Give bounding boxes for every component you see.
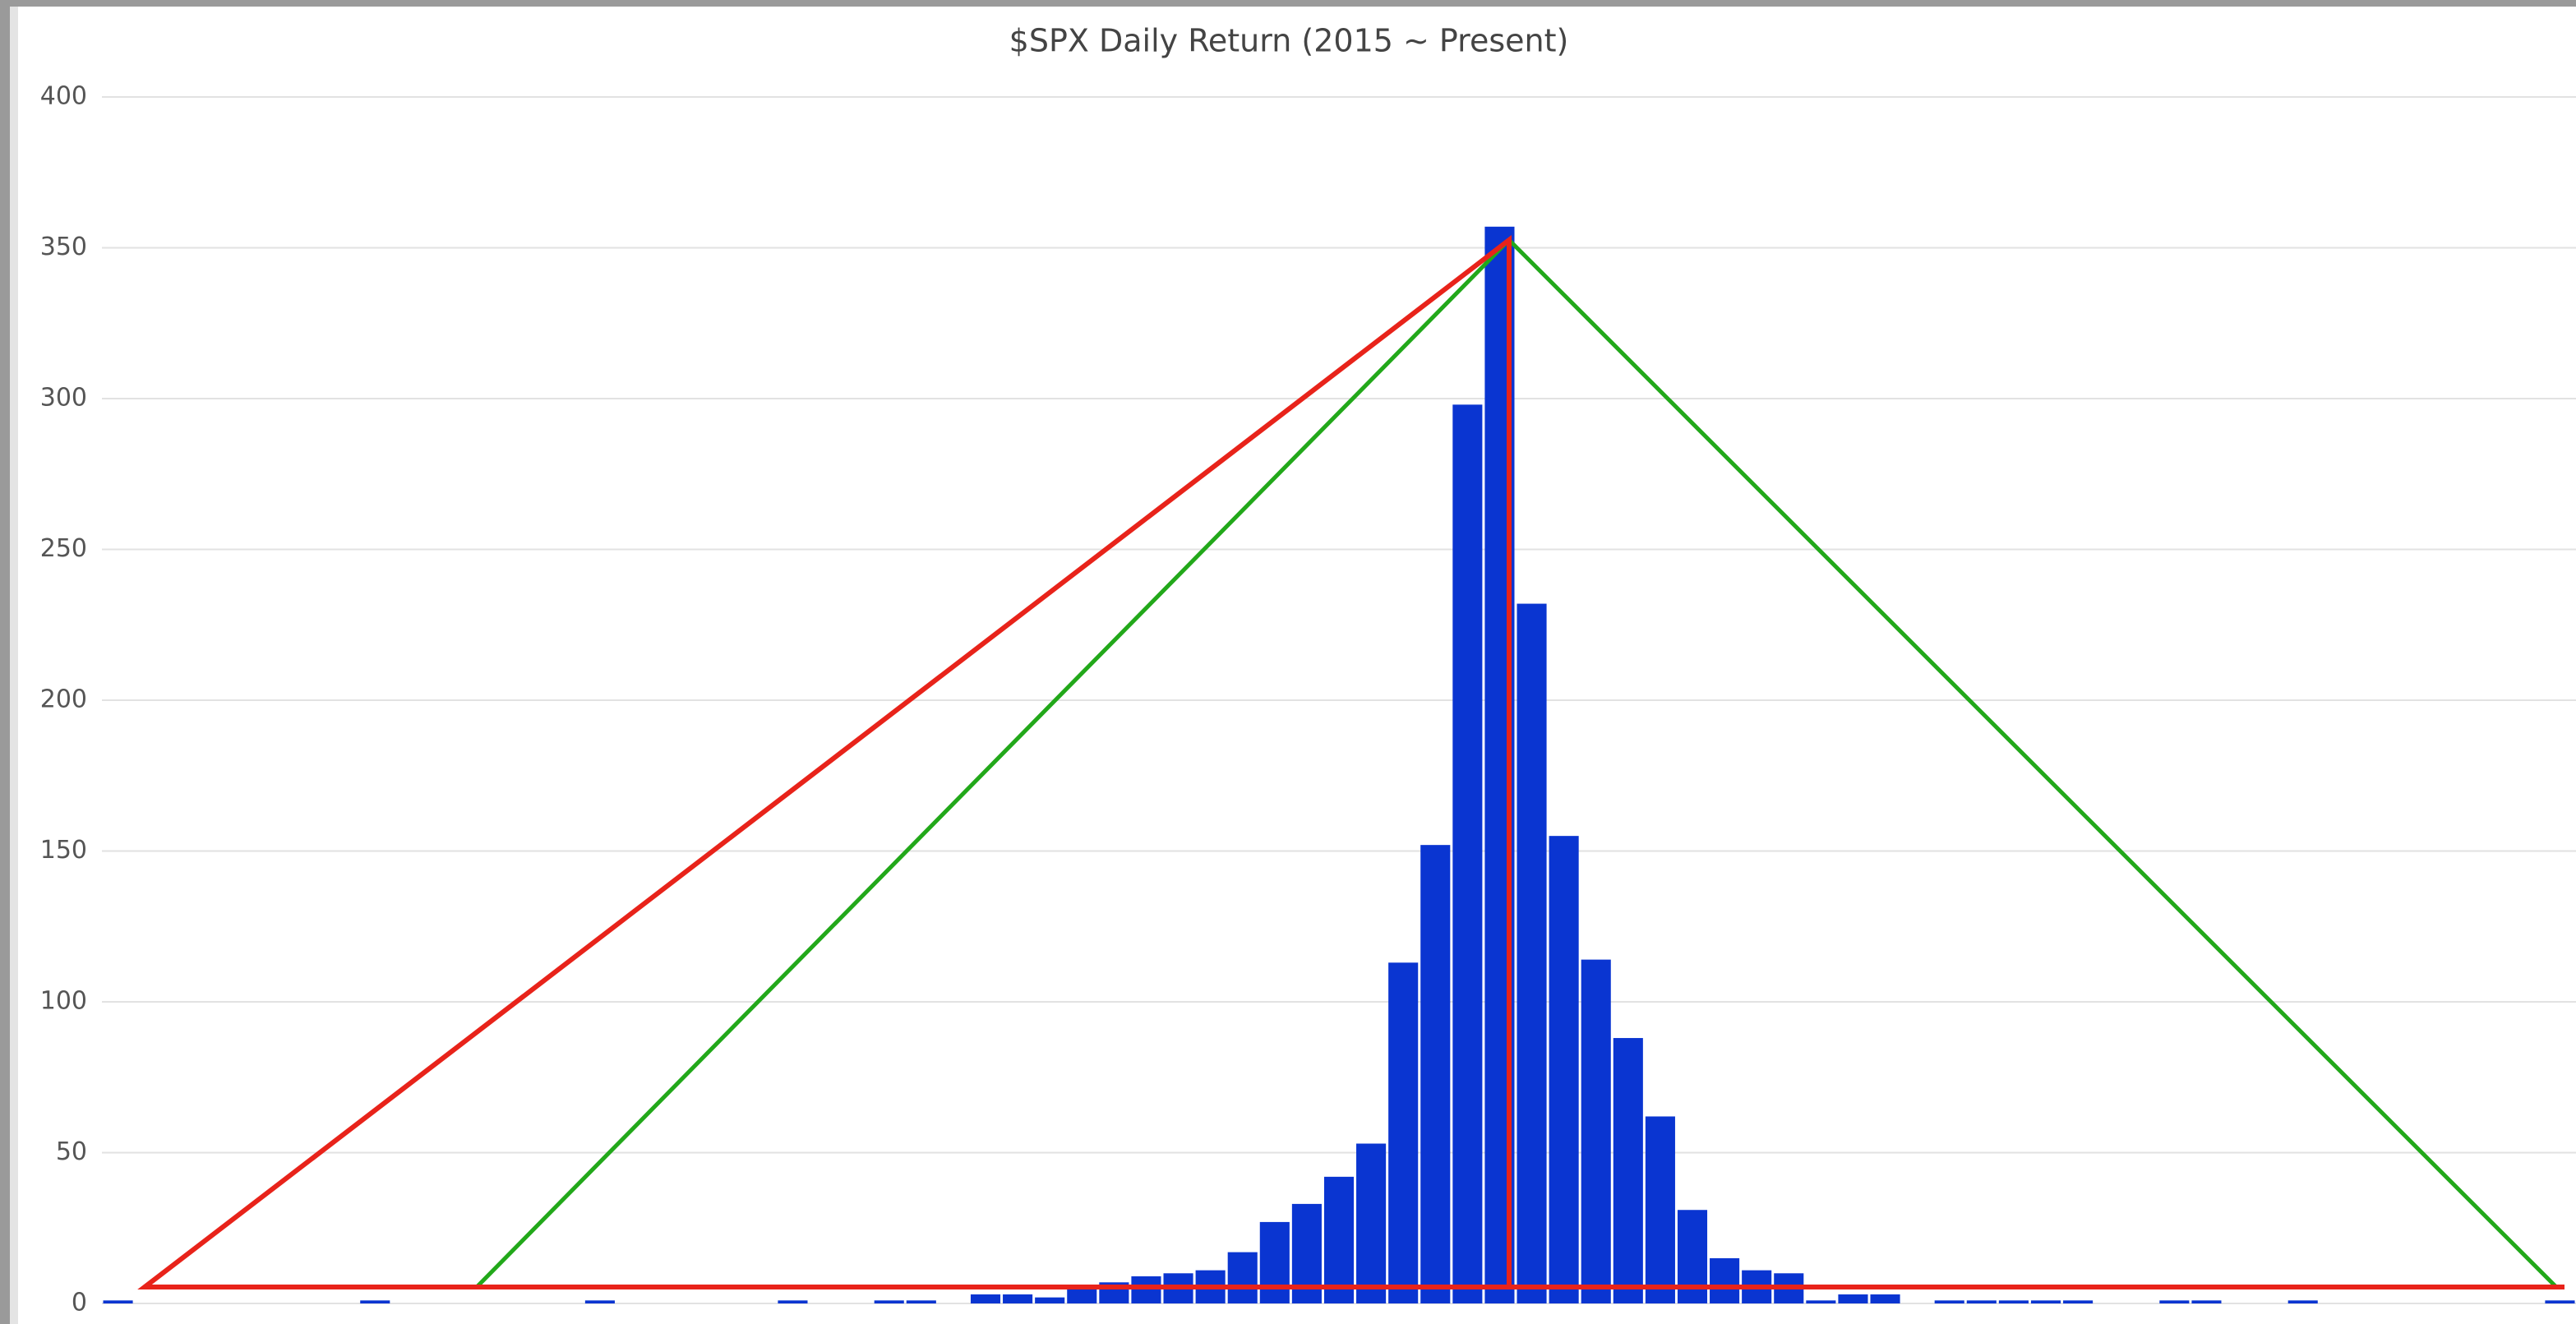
bar	[970, 1294, 1001, 1303]
bar	[584, 1300, 615, 1303]
chart-title: $SPX Daily Return (2015 ~ Present)	[1009, 23, 1569, 59]
y-tick-label: 200	[40, 685, 87, 714]
bar	[1998, 1300, 2029, 1303]
bar	[1806, 1300, 1836, 1303]
annotation-lines	[137, 234, 2564, 1289]
bar	[906, 1300, 936, 1303]
bar	[874, 1300, 904, 1303]
bar	[2063, 1300, 2094, 1303]
y-tick-label: 50	[56, 1137, 87, 1166]
bar	[1934, 1300, 1964, 1303]
bar	[1131, 1276, 1161, 1303]
bar	[1420, 845, 1451, 1303]
y-tick-label: 300	[40, 384, 87, 413]
bar	[1356, 1143, 1387, 1303]
y-tick-label: 0	[72, 1289, 87, 1317]
bar	[1613, 1038, 1643, 1303]
bar	[1388, 962, 1419, 1303]
bar	[360, 1300, 390, 1303]
bar	[1710, 1257, 1740, 1303]
bar	[1645, 1116, 1675, 1303]
bar	[2545, 1300, 2575, 1303]
bar	[1259, 1221, 1290, 1303]
bar	[2159, 1300, 2190, 1303]
y-tick-label: 250	[40, 534, 87, 563]
y-tick-label: 350	[40, 233, 87, 261]
bar	[1227, 1252, 1258, 1303]
bar	[1549, 836, 1579, 1303]
bar	[2030, 1300, 2061, 1303]
bar	[1517, 603, 1547, 1303]
left-frame-inner	[10, 7, 18, 1324]
bar	[1966, 1300, 1997, 1303]
bar	[1581, 959, 1611, 1303]
bar	[778, 1300, 808, 1303]
bar	[2191, 1300, 2222, 1303]
left-frame	[0, 0, 10, 1324]
top-frame	[0, 0, 2576, 7]
bar	[1323, 1176, 1355, 1303]
red-triangle	[137, 234, 2564, 1289]
bar	[1452, 404, 1483, 1304]
bar	[103, 1300, 133, 1303]
bar	[2287, 1300, 2318, 1303]
bar	[1067, 1288, 1097, 1303]
y-tick-label: 150	[40, 836, 87, 865]
grid: 0 50 100 150 200 250 300 350 400	[40, 82, 2576, 1317]
bar	[1870, 1294, 1900, 1303]
bar	[1003, 1294, 1033, 1303]
bar	[1035, 1297, 1065, 1303]
y-tick-label: 100	[40, 987, 87, 1016]
bar	[1838, 1294, 1868, 1303]
y-tick-label: 400	[40, 82, 87, 111]
